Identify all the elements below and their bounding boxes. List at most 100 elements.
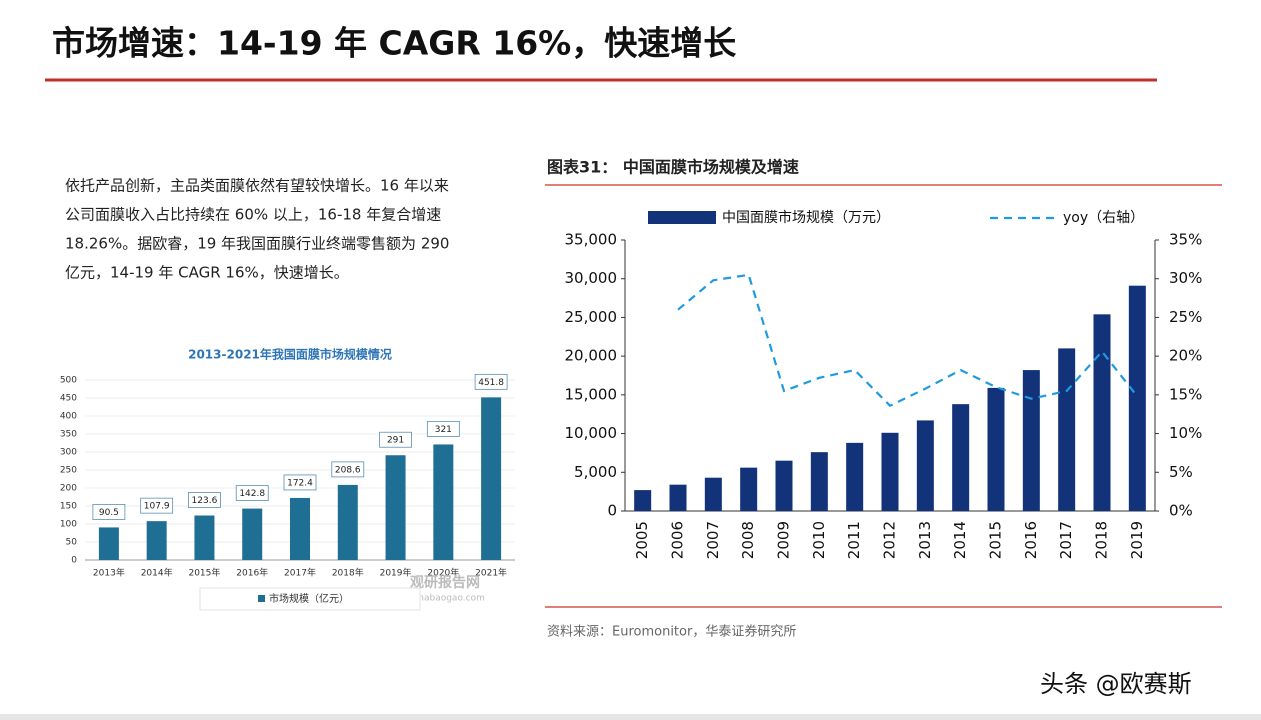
y-tick-label: 400 [60, 412, 77, 422]
paragraph-line: 18.26%。据欧睿，19 年我国面膜行业终端零售额为 290 [65, 235, 449, 253]
paragraph-line: 公司面膜收入占比持续在 60% 以上，16-18 年复合增速 [65, 206, 441, 224]
data-label: 142.8 [239, 489, 265, 499]
x-tick-label: 2017年 [284, 567, 316, 579]
y2-tick-label: 25% [1169, 308, 1202, 326]
x-tick-label: 2014年 [141, 567, 173, 579]
x-tick-label: 2010 [810, 521, 828, 559]
y-tick-label: 100 [60, 520, 77, 530]
data-label: 208.6 [335, 465, 361, 475]
bar [1022, 370, 1040, 511]
x-tick-label: 2005 [633, 521, 651, 559]
bar [987, 387, 1005, 511]
bar [385, 455, 406, 560]
x-tick-label: 2013年 [93, 567, 125, 579]
legend-swatch [258, 595, 265, 602]
x-tick-label: 2015年 [188, 567, 220, 579]
y2-tick-label: 10% [1169, 424, 1202, 442]
x-tick-label: 2011 [845, 521, 863, 559]
bar [704, 477, 722, 511]
x-tick-label: 2015 [987, 521, 1005, 559]
bar [810, 452, 828, 511]
data-label-box [235, 485, 269, 501]
y2-tick-label: 35% [1169, 231, 1202, 249]
y-tick-label: 200 [60, 484, 77, 494]
y-tick-label: 0 [607, 502, 617, 520]
y-tick-label: 50 [66, 538, 78, 548]
bar [433, 444, 454, 560]
y-tick-label: 20,000 [565, 347, 618, 365]
legend-label: 中国面膜市场规模（万元） [722, 209, 890, 226]
y-tick-label: 300 [60, 448, 77, 458]
bar [775, 460, 793, 511]
watermark: chinabaogao.com [405, 594, 485, 604]
x-tick-label: 2018 [1093, 521, 1111, 559]
bar [1128, 285, 1146, 511]
x-tick-label: 2006 [669, 521, 687, 559]
source: 资料来源：Euromonitor，华泰证券研究所 [547, 624, 796, 640]
legend-label: yoy（右轴） [1063, 210, 1144, 226]
data-label-box [379, 431, 412, 448]
bar [146, 521, 167, 560]
y-tick-label: 450 [60, 394, 77, 404]
x-tick-label: 2021年 [475, 567, 507, 579]
x-tick-label: 2007 [704, 521, 722, 559]
data-label-box [331, 461, 365, 478]
bar [916, 420, 934, 511]
watermark: 观研报告网 [410, 574, 480, 591]
y2-tick-label: 20% [1169, 347, 1202, 365]
footer-watermark: 头条 @欧赛斯 [1040, 670, 1192, 698]
data-label: 321 [435, 425, 452, 435]
yoy-line [677, 273, 1139, 408]
x-tick-label: 2017 [1057, 521, 1075, 559]
bar [194, 515, 215, 560]
data-label: 291 [387, 436, 404, 446]
x-tick-label: 2008 [739, 521, 757, 559]
x-tick-label: 2018年 [332, 567, 364, 579]
paragraph-line: 亿元，14-19 年 CAGR 16%，快速增长。 [65, 264, 349, 282]
bar [1058, 348, 1076, 511]
bar [290, 497, 310, 560]
bar [98, 527, 119, 560]
y-tick-label: 25,000 [565, 308, 618, 326]
bar [481, 397, 502, 560]
chart-title: 图表31： 中国面膜市场规模及增速 [547, 158, 799, 177]
data-label: 451.8 [478, 378, 504, 388]
data-label-box [283, 474, 317, 491]
paragraph-line: 依托产品创新，主品类面膜依然有望较快增长。16 年以来 [65, 177, 449, 195]
x-tick-label: 2012 [881, 521, 899, 559]
data-label-box [140, 497, 174, 514]
bar [337, 484, 358, 560]
y-tick-label: 30,000 [565, 269, 618, 287]
bar [846, 442, 864, 511]
data-label: 172.4 [287, 478, 313, 488]
x-tick-label: 2009 [775, 521, 793, 559]
y-tick-label: 10,000 [565, 424, 618, 442]
bar [952, 404, 970, 511]
y-tick-label: 35,000 [565, 231, 618, 249]
data-label: 123.6 [192, 496, 218, 506]
x-tick-label: 2019年 [380, 567, 412, 579]
y2-tick-label: 0% [1169, 502, 1193, 520]
x-tick-label: 2014 [951, 521, 969, 559]
data-label-box [188, 492, 221, 508]
bar [740, 467, 758, 511]
x-tick-label: 2020年 [427, 567, 459, 579]
data-label: 107.9 [144, 502, 170, 512]
chart-title: 2013-2021年我国面膜市场规模情况 [188, 347, 392, 362]
legend-box [199, 587, 421, 611]
data-label-box [426, 421, 460, 437]
y-tick-label: 15,000 [565, 385, 618, 403]
slide-title: 市场增速：14-19 年 CAGR 16%，快速增长 [52, 24, 736, 63]
y-tick-label: 0 [71, 556, 77, 566]
y-tick-label: 350 [60, 430, 77, 440]
bar [881, 432, 899, 511]
data-label-box [92, 504, 126, 520]
y-tick-label: 250 [60, 466, 77, 476]
y2-tick-label: 30% [1169, 269, 1202, 287]
bar [242, 508, 263, 560]
y-tick-label: 150 [60, 502, 77, 512]
bar [1093, 314, 1111, 511]
x-tick-label: 2016年 [236, 567, 268, 579]
y-tick-label: 500 [60, 376, 77, 386]
